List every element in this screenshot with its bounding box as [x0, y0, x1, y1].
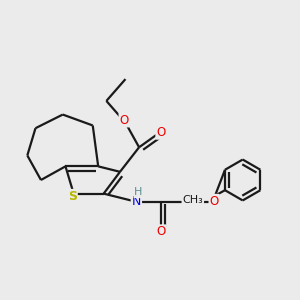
Text: O: O	[209, 195, 219, 208]
Text: CH₃: CH₃	[182, 195, 203, 205]
Text: N: N	[132, 195, 141, 208]
Text: O: O	[119, 113, 129, 127]
Text: H: H	[134, 187, 143, 197]
Text: O: O	[156, 126, 166, 139]
Text: O: O	[156, 225, 166, 238]
Text: S: S	[68, 190, 77, 203]
